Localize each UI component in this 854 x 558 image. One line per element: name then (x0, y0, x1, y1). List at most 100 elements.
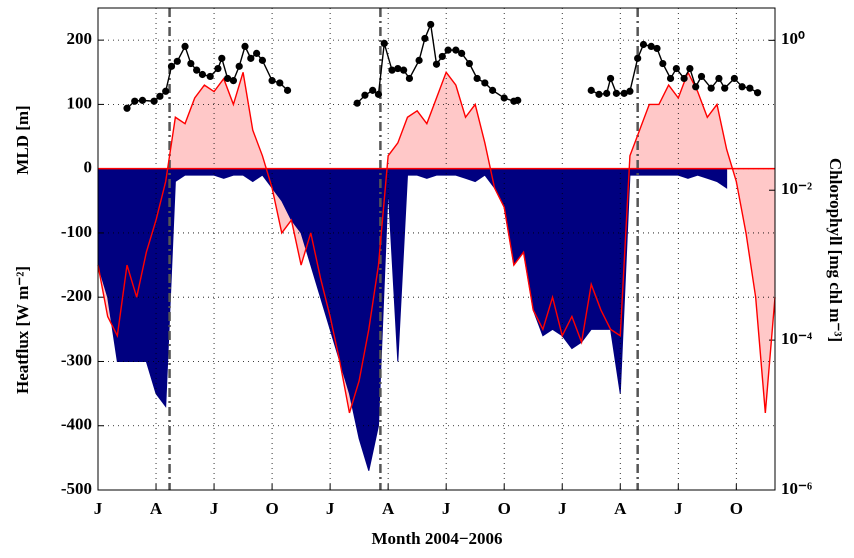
chlorophyll-point (444, 46, 452, 54)
chlorophyll-point (181, 42, 189, 50)
chlorophyll-point (686, 64, 694, 73)
y-tick-label: 100 (67, 93, 93, 112)
chlorophyll-point (653, 44, 661, 53)
chlorophyll-point (514, 96, 522, 104)
chlorophyll-point (707, 84, 715, 92)
chlorophyll-point (746, 84, 754, 92)
y-tick-label: -100 (61, 222, 92, 241)
y2-axis-label: Chlorophyll [mg chl m⁻³] (826, 158, 845, 342)
chlorophyll-point (206, 72, 214, 81)
chlorophyll-point (405, 74, 414, 83)
y-tick-label: 0 (84, 158, 93, 177)
y-tick-label: 200 (67, 29, 93, 48)
y-axis-label: Heatflux [W m⁻²] (13, 266, 32, 394)
chlorophyll-point (721, 84, 729, 92)
chlorophyll-point (268, 77, 276, 85)
chlorophyll-point (465, 59, 473, 68)
y2-tick-label: 10⁻⁶ (781, 479, 812, 498)
chlorophyll-point (235, 62, 243, 70)
chlorophyll-point (659, 59, 667, 68)
x-tick-label: J (674, 499, 683, 518)
x-tick-label: J (558, 499, 567, 518)
x-tick-label: O (730, 499, 743, 518)
chlorophyll-point (738, 83, 746, 91)
y-axis-label-mld: MLD [m] (13, 105, 32, 174)
x-tick-label: O (265, 499, 278, 518)
x-tick-label: A (614, 499, 627, 518)
y-tick-label: -200 (61, 286, 92, 305)
chlorophyll-point (276, 79, 284, 87)
chlorophyll-point (247, 54, 255, 62)
chlorophyll-point (394, 64, 402, 73)
chlorophyll-point (173, 57, 181, 65)
chlorophyll-point (218, 54, 226, 62)
x-axis-label: Month 2004−2006 (371, 529, 502, 548)
x-tick-label: O (498, 499, 511, 518)
chlorophyll-point (187, 59, 195, 68)
chlorophyll-point (193, 66, 201, 74)
chlorophyll-point (500, 94, 508, 102)
chlorophyll-point (241, 42, 249, 50)
chlorophyll-point (415, 56, 423, 64)
chlorophyll-point (131, 97, 139, 105)
chlorophyll-point (156, 92, 164, 100)
chlorophyll-point (369, 86, 377, 94)
mld-area (97, 168, 728, 471)
chlorophyll-point (452, 46, 460, 54)
heatflux-line (97, 70, 776, 414)
chlorophyll-point (123, 104, 131, 112)
chlorophyll-point (458, 49, 466, 57)
heatflux-area (98, 72, 775, 413)
chlorophyll-point (283, 86, 292, 94)
y-tick-label: -300 (61, 350, 92, 369)
chlorophyll-point (400, 66, 408, 74)
chlorophyll-point (138, 96, 147, 104)
chlorophyll-point (715, 74, 723, 83)
chlorophyll-point (488, 86, 497, 94)
x-tick-label: J (442, 499, 451, 518)
chlorophyll-point (361, 91, 369, 99)
chlorophyll-point (421, 34, 429, 43)
chlorophyll-point (427, 20, 435, 29)
chlorophyll-point (380, 39, 388, 47)
chlorophyll-point (634, 54, 642, 62)
chlorophyll-point (162, 87, 170, 95)
chlorophyll-point (150, 97, 158, 105)
chlorophyll-point (198, 70, 207, 79)
y2-tick-label: 10⁻² (781, 179, 812, 198)
y2-tick-label: 10⁰ (781, 29, 805, 48)
chlorophyll-point (620, 89, 628, 97)
chlorophyll-point (730, 74, 738, 83)
x-tick-label: A (382, 499, 395, 518)
chlorophyll-point (214, 64, 222, 73)
chlorophyll-point (473, 74, 481, 83)
chlorophyll-point (353, 99, 361, 107)
chlorophyll-point (587, 86, 595, 94)
chlorophyll-point (639, 40, 648, 49)
chlorophyll-point (374, 90, 383, 98)
chlorophyll-point (438, 52, 446, 61)
chlorophyll-point (692, 83, 700, 91)
plot-frame (97, 7, 776, 491)
chlorophyll-point (612, 89, 620, 97)
x-tick-label: J (210, 499, 219, 518)
chlorophyll-point (603, 89, 611, 97)
y2-tick-label: 10⁻⁴ (781, 329, 812, 348)
chlorophyll-point (388, 66, 396, 74)
chlorophyll-point (697, 72, 706, 81)
chlorophyll-point (223, 74, 232, 83)
chlorophyll-point (666, 74, 675, 83)
chlorophyll-point (606, 74, 615, 83)
chlorophyll-point (595, 90, 603, 98)
x-tick-label: J (94, 499, 103, 518)
chlorophyll-point (258, 56, 267, 64)
chlorophyll-point (647, 42, 655, 50)
x-tick-label: J (326, 499, 335, 518)
chlorophyll-point (229, 77, 237, 85)
chlorophyll-point (753, 89, 762, 97)
chlorophyll-point (432, 60, 441, 68)
chlorophyll-point (481, 79, 489, 87)
y-tick-label: -400 (61, 415, 92, 434)
chlorophyll-point (680, 74, 688, 83)
